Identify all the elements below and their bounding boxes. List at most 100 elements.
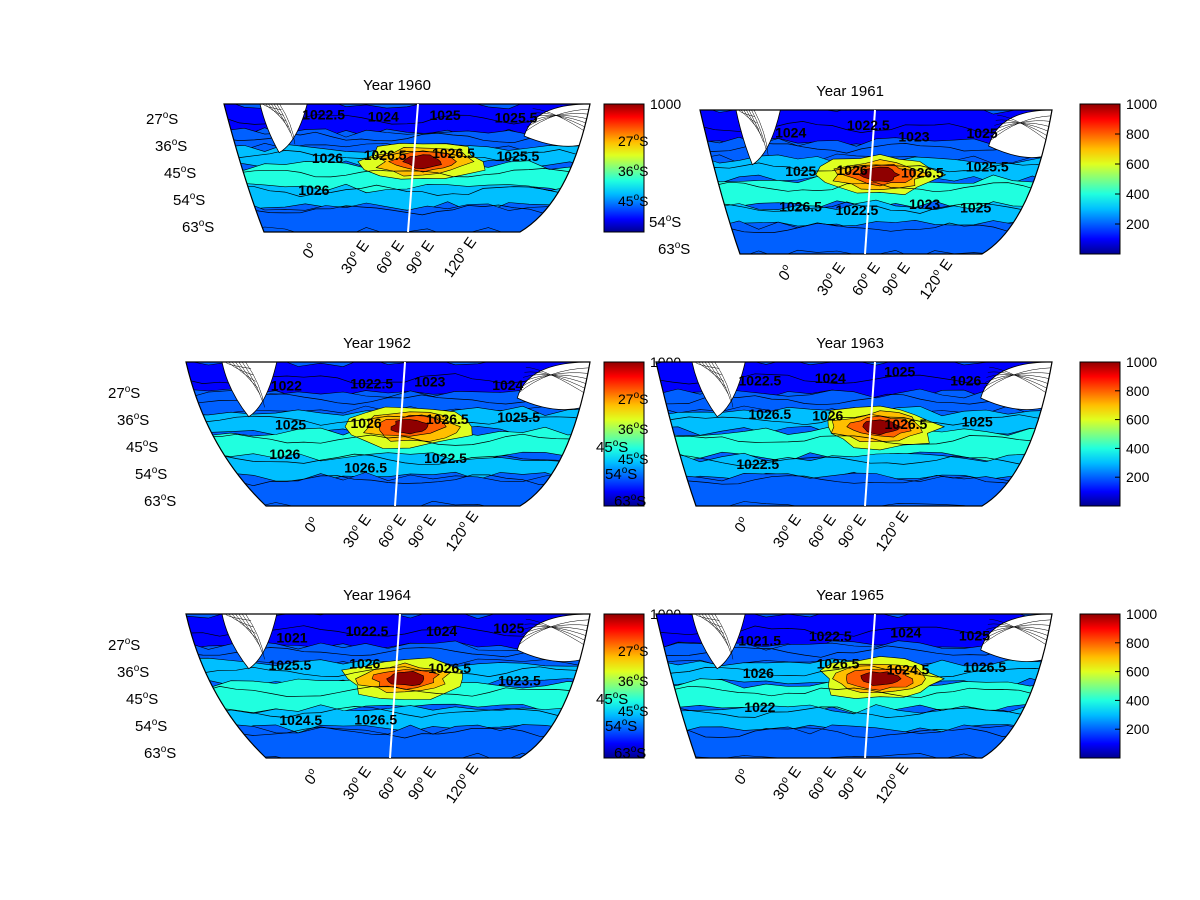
hemisphere-suffix: S — [618, 691, 628, 708]
colorbar-tick-label: 400 — [1126, 692, 1150, 708]
colorbar-tick-label: 400 — [1126, 186, 1150, 202]
africa-landmass — [259, 104, 308, 154]
contour-label: 1021.5 — [738, 633, 781, 649]
hemisphere-suffix: S — [177, 138, 187, 155]
longitude-label: 30o E — [769, 763, 805, 803]
panel-title: Year 1960 — [363, 77, 431, 94]
hemisphere-suffix: S — [204, 219, 214, 236]
degree-mark: o — [181, 164, 187, 175]
latitude-label: 27oS — [146, 110, 178, 128]
contour-label: 1026 — [837, 162, 868, 178]
contour-label: 1026.5 — [963, 659, 1006, 675]
longitude-label: 120o E — [916, 256, 956, 303]
contour-field — [656, 614, 1052, 758]
contour-label: 1022.5 — [836, 202, 879, 218]
hemisphere-suffix: S — [671, 214, 681, 231]
contour-label: 1026.5 — [428, 660, 471, 676]
overlap-latitude-label: 45oS — [618, 450, 648, 467]
contour-label: 1024 — [492, 377, 523, 393]
latitude-label: 45oS — [596, 690, 628, 708]
hemisphere-suffix: S — [157, 466, 167, 483]
longitude-label: 60o E — [372, 237, 408, 277]
africa-landmass — [221, 614, 278, 670]
hemisphere-suffix: S — [148, 439, 158, 456]
colorbar-tick-label: 200 — [1126, 216, 1150, 232]
hemisphere-suffix: S — [130, 385, 140, 402]
contour-label: 1026 — [950, 372, 981, 388]
contour-label: 1022 — [744, 699, 775, 715]
longitude-label: 60o E — [374, 511, 410, 551]
contour-field — [700, 110, 1052, 254]
contour-label: 1025 — [884, 363, 915, 379]
meridian-line — [407, 103, 419, 233]
contour-label: 1024.5 — [279, 712, 322, 728]
colorbar-tick-label: 400 — [1126, 440, 1150, 456]
longitude-label: 120o E — [440, 234, 480, 281]
panel-title: Year 1961 — [816, 83, 884, 100]
longitude-label: 90o E — [834, 511, 870, 551]
longitude-label: 30o E — [339, 511, 375, 551]
map-frame — [655, 613, 1053, 759]
latitude-label: 63oS — [144, 744, 176, 762]
contour-label: 1026.5 — [354, 712, 397, 728]
hemisphere-suffix: S — [139, 412, 149, 429]
hemisphere-suffix: S — [680, 241, 690, 258]
overlap-latitude-label: 36oS — [618, 162, 648, 179]
hemisphere-suffix: S — [130, 637, 140, 654]
longitude-label: 0o — [301, 766, 324, 788]
overlap-latitude-label: 45oS — [618, 702, 648, 719]
contour-label: 1022 — [271, 378, 302, 394]
contour-label: 1022.5 — [424, 450, 467, 466]
contour-field — [224, 104, 590, 232]
degree-mark: o — [622, 465, 628, 476]
map-frame — [655, 361, 1053, 507]
contour-label: 1022.5 — [346, 623, 389, 639]
longitude-label: 30o E — [339, 763, 375, 803]
hemisphere-suffix: S — [195, 192, 205, 209]
overlap-latitude-label: 27oS — [618, 642, 648, 659]
contour-label: 1026 — [269, 446, 300, 462]
longitude-label: 0o — [731, 514, 754, 536]
contour-label: 1026 — [312, 150, 343, 166]
contour-field — [186, 614, 590, 758]
map-frame — [185, 361, 591, 507]
map-frame — [223, 103, 591, 233]
hemisphere-suffix: S — [618, 439, 628, 456]
map-panel-3: Year 1962 1022 1022.5 1023 1024 1025 1026 1026.… — [108, 335, 681, 555]
contour-label: 1026.5 — [885, 416, 928, 432]
degree-mark: o — [613, 690, 619, 701]
contour-label: 1026 — [351, 415, 382, 431]
africa-landmass — [735, 110, 781, 166]
contour-label: 1024 — [775, 125, 806, 141]
hemisphere-suffix: S — [148, 691, 158, 708]
degree-mark: o — [143, 438, 149, 449]
degree-mark: o — [163, 110, 169, 121]
contour-label: 1025 — [430, 107, 461, 123]
contour-label: 1026 — [298, 182, 329, 198]
hemisphere-suffix: S — [186, 165, 196, 182]
colorbar-tick-label: 800 — [1126, 126, 1150, 142]
contour-label: 1026.5 — [344, 460, 387, 476]
longitude-label: 0o — [301, 514, 324, 536]
meridian-line — [864, 109, 876, 255]
degree-mark: o — [631, 744, 637, 755]
australia-landmass — [988, 110, 1052, 158]
contour-label: 1022.5 — [350, 375, 393, 391]
colorbar-tick-label: 1000 — [1126, 96, 1157, 112]
longitude-label: 60o E — [804, 511, 840, 551]
degree-mark: o — [125, 636, 131, 647]
longitude-label: 90o E — [834, 763, 870, 803]
contour-field — [186, 362, 590, 506]
longitude-label: 90o E — [404, 763, 440, 803]
map-panel-6: Year 1965 1021.5 1022.5 1024 1025 1026 1026.5 1… — [596, 587, 1157, 807]
colorbar-tick-label: 1000 — [1126, 354, 1157, 370]
overlap-latitude-label: 36oS — [618, 420, 648, 437]
longitude-label: 90o E — [878, 259, 914, 299]
longitude-label: 120o E — [442, 760, 482, 807]
meridian-line — [864, 361, 876, 507]
contour-label: 1026.5 — [779, 199, 822, 215]
longitude-label: 60o E — [848, 259, 884, 299]
